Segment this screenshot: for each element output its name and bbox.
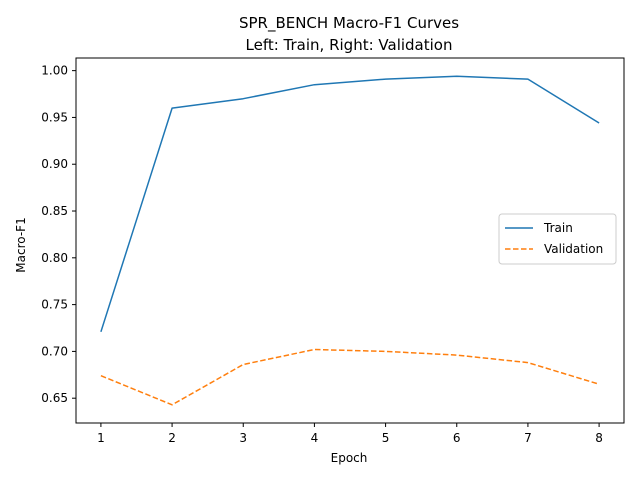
x-tick-label: 8: [595, 431, 603, 445]
series-line-train: [100, 75, 600, 333]
legend-label-train: Train: [543, 221, 573, 235]
x-tick-label: 2: [168, 431, 176, 445]
series-line-validation: [100, 348, 600, 406]
legend: Train Validation: [498, 213, 617, 265]
x-tick-label: 1: [97, 431, 105, 445]
x-tick-label: 4: [311, 431, 319, 445]
y-tick-label: 0.85: [41, 204, 68, 218]
y-axis-ticks: 0.65 0.70 0.75 0.80 0.85 0.90 0.95 1.00: [41, 64, 76, 405]
plot-area: 1 2 3 4 5 6 7 8 0.65 0.70 0.75 0.80 0.85 0.90 0.95 1.0…: [41, 57, 625, 445]
x-tick-label: 7: [524, 431, 532, 445]
x-tick-label: 3: [239, 431, 247, 445]
y-tick-label: 0.65: [41, 391, 68, 405]
x-tick-label: 6: [453, 431, 461, 445]
y-tick-label: 1.00: [41, 64, 68, 78]
chart-subtitle: Left: Train, Right: Validation: [246, 36, 453, 54]
legend-box: [498, 213, 617, 265]
x-tick-label: 5: [382, 431, 390, 445]
plot-frame: [75, 57, 625, 424]
y-tick-label: 0.70: [41, 344, 68, 358]
y-tick-label: 0.80: [41, 251, 68, 265]
x-axis-ticks: 1 2 3 4 5 6 7 8: [97, 423, 603, 445]
chart-title: SPR_BENCH Macro-F1 Curves: [239, 14, 459, 33]
series-lines: [100, 75, 600, 406]
x-axis-label: Epoch: [331, 451, 368, 465]
y-tick-label: 0.75: [41, 298, 68, 312]
y-axis-label: Macro-F1: [14, 217, 28, 272]
y-tick-label: 0.95: [41, 110, 68, 124]
y-tick-label: 0.90: [41, 157, 68, 171]
legend-label-validation: Validation: [544, 242, 603, 256]
